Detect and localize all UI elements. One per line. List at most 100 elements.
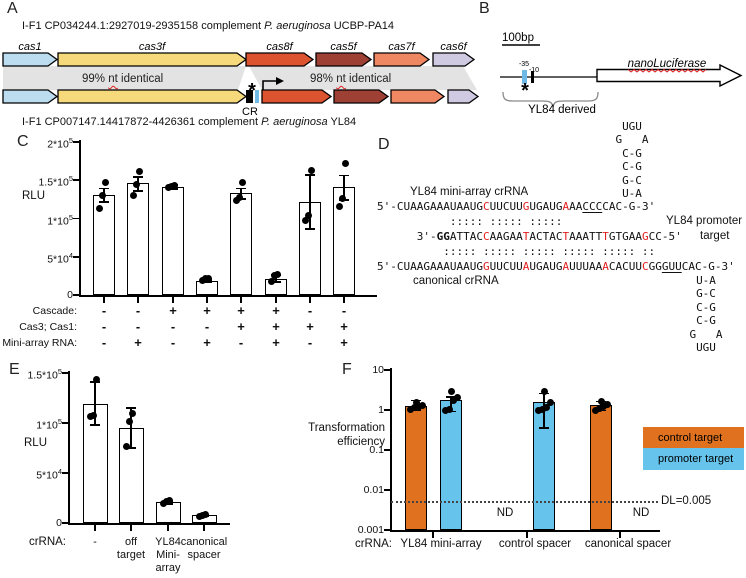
error-bar-C-7 bbox=[343, 174, 345, 201]
yl84-derived-label: YL84 derived bbox=[528, 104, 596, 116]
data-point-F-1-1 bbox=[540, 388, 548, 395]
condition-value: - bbox=[101, 319, 107, 334]
data-point-F-0-0 bbox=[406, 405, 414, 413]
sequence-canonical-crrna: 5'-CUAAGAAAUAAUGGUUCUUAUGAUGAUUUAAACACUU… bbox=[377, 260, 735, 273]
condition-value: + bbox=[306, 319, 314, 334]
mini-array-crrna-label: YL84 mini-array crRNA bbox=[410, 186, 529, 198]
category-label-F: canonical spacer bbox=[584, 538, 672, 550]
error-cap-C-0 bbox=[99, 201, 109, 204]
promoter-target-label-line2: target bbox=[700, 230, 730, 242]
condition-value: - bbox=[135, 319, 141, 334]
category-label-E: YL84 Mini-array bbox=[155, 536, 181, 574]
gene-label-cas8f: cas8f bbox=[266, 41, 293, 53]
x-tick-C bbox=[172, 297, 174, 303]
sequence-promoter-target: 3'-GGATTACCAAGAATACTACTAAATTTGTGAAGCC-5' bbox=[377, 230, 682, 243]
accession-bottom-text: I-F1 CP007147.14417872-4426361 complemen… bbox=[22, 116, 262, 128]
y-tick-E bbox=[62, 522, 68, 524]
gene-label-cas5f: cas5f bbox=[330, 41, 357, 53]
y-tick-F bbox=[384, 369, 390, 371]
data-point-C-2 bbox=[171, 182, 179, 190]
x-tick-F bbox=[619, 532, 621, 538]
data-point-F-0-1 bbox=[445, 405, 453, 413]
nt-word: nt bbox=[336, 73, 346, 85]
data-point-F-2-0 bbox=[599, 402, 607, 410]
condition-value: + bbox=[134, 335, 142, 350]
brace bbox=[502, 91, 599, 108]
error-cap-C-1 bbox=[133, 176, 143, 179]
bar-C-4 bbox=[230, 193, 252, 295]
gene-arrow-bottom-cas7f bbox=[390, 89, 446, 104]
x-tick-C bbox=[275, 297, 277, 303]
condition-value: + bbox=[340, 319, 348, 334]
y-tick-label-C: 1*105 bbox=[47, 212, 73, 228]
panel-e-label: E bbox=[9, 361, 20, 378]
minus35-tick bbox=[522, 70, 527, 84]
condition-value: - bbox=[101, 335, 107, 350]
condition-value: - bbox=[204, 319, 210, 334]
condition-row-label: Cas3; Cas1: bbox=[19, 321, 77, 333]
condition-value: + bbox=[272, 303, 280, 318]
data-point-C-7 bbox=[335, 202, 343, 210]
y-axis-E bbox=[68, 371, 70, 525]
category-label-F: YL84 mini-array bbox=[400, 538, 482, 550]
y-axis-title-E: RLU bbox=[24, 437, 48, 449]
x-axis-F bbox=[390, 530, 660, 532]
data-point-E-1 bbox=[129, 409, 137, 417]
x-tick-C bbox=[343, 297, 345, 303]
y-tick-E bbox=[62, 372, 68, 374]
cr-label: CR bbox=[242, 106, 258, 118]
nanoluciferase-label: nanoLuciferase bbox=[628, 58, 707, 70]
bar-F-0-1 bbox=[440, 400, 462, 530]
data-point-C-1 bbox=[129, 192, 137, 200]
transcription-start-arrowhead bbox=[276, 77, 284, 85]
panel-a-label: A bbox=[7, 0, 18, 17]
condition-row-label: Mini-array RNA: bbox=[2, 337, 77, 349]
y-tick-label-E: 1.5*105 bbox=[27, 367, 62, 382]
gene-label-cas1: cas1 bbox=[18, 41, 41, 53]
data-point-F-0-1 bbox=[447, 388, 455, 395]
error-cap-C-1 bbox=[133, 189, 143, 192]
condition-value: - bbox=[307, 335, 313, 350]
y-tick-F bbox=[384, 409, 390, 411]
y-tick-label-C: 1.5*105 bbox=[38, 174, 73, 189]
x-tick-C bbox=[309, 297, 311, 303]
scale-bar-label: 100bp bbox=[502, 32, 534, 44]
detection-limit-line bbox=[391, 501, 658, 504]
error-cap-F-0-1 bbox=[446, 396, 456, 398]
y-tick-label-F: 0.001 bbox=[357, 524, 384, 536]
data-point-C-7 bbox=[338, 195, 346, 203]
bar-E-2 bbox=[155, 502, 181, 523]
panel-b-label: B bbox=[479, 0, 490, 17]
data-point-F-0-0 bbox=[412, 399, 420, 407]
data-point-C-0 bbox=[95, 205, 103, 213]
condition-value: + bbox=[203, 303, 211, 318]
y-tick-label-C: 5*104 bbox=[47, 250, 73, 266]
y-axis-F bbox=[390, 368, 392, 532]
x-axis-E bbox=[68, 523, 230, 525]
nd-label: ND bbox=[632, 507, 650, 519]
red-squiggle bbox=[627, 68, 707, 73]
data-point-F-2-0 bbox=[597, 398, 605, 406]
legend-control-target: control target bbox=[643, 427, 744, 448]
condition-value: - bbox=[170, 319, 176, 334]
y-tick-label-F: 10 bbox=[372, 364, 384, 376]
category-label-E: off target bbox=[116, 536, 146, 561]
y-tick-F bbox=[384, 529, 390, 531]
species-top: P. aeruginosa bbox=[264, 20, 331, 32]
data-point-F-0-1 bbox=[453, 394, 461, 402]
data-point-C-7 bbox=[342, 159, 350, 167]
gene-arrow-top-cas7f bbox=[373, 52, 431, 67]
data-point-F-0-0 bbox=[410, 404, 418, 412]
x-tick-F bbox=[526, 532, 528, 538]
y-tick-E bbox=[62, 472, 68, 474]
data-point-C-5 bbox=[267, 278, 275, 286]
y-tick-label-C: 0 bbox=[67, 289, 73, 301]
identity-ribbon-left bbox=[3, 66, 246, 90]
gene-arrow-top-cas6f bbox=[432, 52, 476, 67]
condition-value: + bbox=[203, 335, 211, 350]
category-label-E: - bbox=[93, 536, 97, 548]
error-cap-E-1 bbox=[126, 407, 136, 409]
identity-left: 99% nt identical bbox=[82, 73, 164, 85]
stem-loop-bottom: U-A G-C C-G C-G G A UGU bbox=[689, 274, 723, 355]
